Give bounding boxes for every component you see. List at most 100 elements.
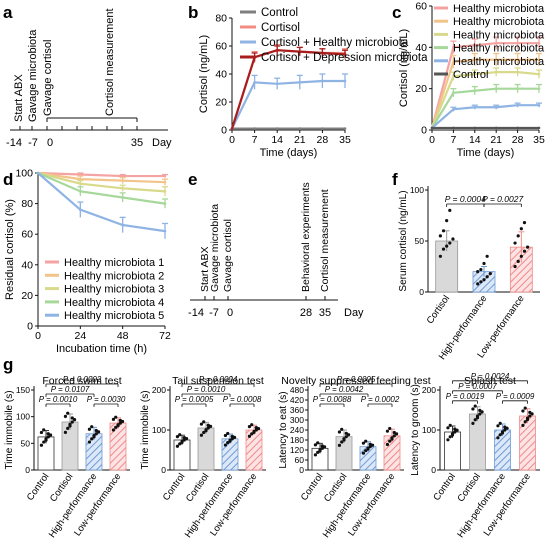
data-point [298, 50, 302, 53]
panel-label-b: b [188, 3, 198, 22]
data-point [321, 127, 324, 130]
data-point [316, 450, 320, 454]
legend-label: Healthy microbiota 1 [453, 3, 546, 15]
data-point [476, 270, 480, 274]
y-tick-label: 80 [215, 13, 227, 25]
data-point [206, 426, 210, 430]
data-point [79, 173, 82, 176]
y-tick-label: 0 [25, 465, 30, 475]
data-point [116, 424, 120, 428]
y-tick-label: 420 [290, 395, 304, 405]
series-line [431, 87, 539, 129]
chart-b: 0 7 14 21 28 35 0 20 40 60 80 Time (days) Cortisol (… [198, 7, 428, 159]
data-point [473, 43, 477, 47]
data-point [175, 435, 180, 439]
data-point [516, 70, 519, 74]
data-point [182, 438, 186, 442]
data-point [114, 425, 118, 429]
series-line [431, 104, 539, 129]
data-point [68, 424, 72, 428]
data-point [79, 182, 82, 186]
data-point [320, 444, 324, 448]
data-point [343, 127, 347, 130]
data-point [313, 443, 318, 447]
p-value-label: P = 0.0042 [325, 385, 364, 394]
data-point [121, 174, 124, 178]
data-point [448, 423, 452, 427]
y-tick-label: 60 [21, 229, 33, 241]
data-point [519, 254, 523, 258]
x-tick-label: 48 [117, 330, 129, 342]
x-axis-label: Incubation time (h) [56, 343, 147, 355]
legend-label: Healthy microbiota 4 [453, 43, 546, 55]
y-axis-label: Residual cortisol (%) [4, 199, 16, 300]
x-tick-label: 14 [469, 134, 481, 146]
series-line [37, 171, 166, 205]
data-point [451, 237, 455, 241]
legend-label: Healthy microbiota 2 [453, 16, 546, 28]
data-point [473, 105, 477, 109]
data-point [448, 241, 452, 245]
data-point [513, 264, 517, 269]
data-point [485, 254, 489, 258]
x-tick-label: 28 [512, 134, 524, 146]
p-value-label: P = 0.0007 [458, 382, 497, 391]
x-tick-label: Low-performance [482, 471, 533, 538]
data-point [385, 429, 390, 433]
data-point [163, 229, 167, 233]
data-point [496, 436, 500, 440]
timeline-a-tick-label: -14 [6, 137, 22, 149]
data-point [343, 79, 347, 83]
data-point [79, 208, 82, 212]
data-point [87, 440, 92, 444]
x-tick-label: 35 [533, 134, 545, 146]
legend-label: Healthy microbiota 1 [64, 257, 164, 269]
data-point [364, 449, 368, 453]
data-point [516, 126, 519, 130]
data-point [482, 261, 486, 266]
data-point [63, 430, 68, 434]
y-tick-label: 0 [421, 125, 427, 137]
y-tick-label: 360 [290, 405, 304, 415]
y-tick-label: 100 [422, 425, 436, 435]
x-tick-label: 14 [271, 134, 283, 146]
y-tick-label: 240 [290, 425, 304, 435]
data-point [66, 411, 70, 415]
bar [519, 415, 536, 471]
data-point [121, 187, 124, 190]
data-point [521, 423, 525, 427]
p-value-label: P = 0.0019 [446, 392, 485, 401]
data-point [452, 126, 455, 130]
data-point [503, 425, 507, 429]
data-point [163, 174, 167, 178]
y-axis-label: Time immobile (s) [140, 390, 151, 469]
y-axis-label: Cortisol (ng/mL) [198, 35, 210, 113]
x-tick-label: 0 [35, 330, 41, 342]
p-value-label: P = 0.0004 [445, 194, 486, 204]
data-point [70, 416, 74, 420]
series-line [430, 71, 540, 129]
data-point [480, 410, 484, 414]
y-tick-label: 20 [215, 97, 227, 109]
data-point [388, 439, 392, 443]
p-value-label: P = 0.0027 [482, 194, 523, 204]
data-point [522, 249, 527, 253]
timeline-e: Start ABX Gavage microbiota Gavage corti… [188, 182, 364, 319]
data-point [445, 219, 449, 223]
data-point [94, 432, 98, 436]
y-tick-label: 0 [161, 465, 166, 475]
data-point [438, 234, 442, 238]
legend-label: Cortisol + Healthy microbiota [261, 37, 409, 49]
data-point [254, 428, 258, 432]
data-point [92, 435, 96, 439]
data-point [519, 227, 523, 231]
data-point [252, 430, 256, 434]
y-tick-label: 40 [415, 42, 427, 54]
data-point [516, 87, 519, 90]
p-value-label: P = 0.0004 [199, 375, 238, 384]
y-tick-label: 0 [419, 287, 424, 297]
data-point [223, 443, 228, 447]
